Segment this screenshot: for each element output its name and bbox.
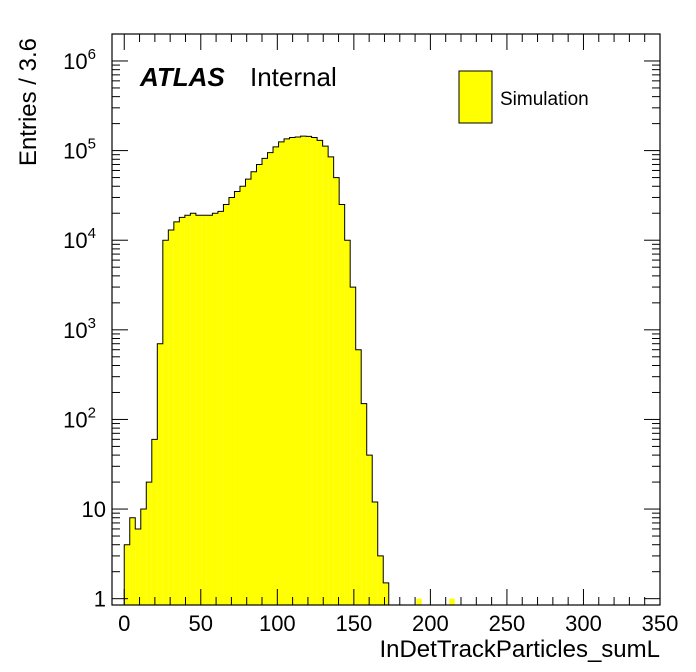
y-tick-label: 106 bbox=[63, 46, 96, 74]
histogram-bin bbox=[333, 177, 340, 606]
histogram-bin bbox=[262, 158, 268, 605]
histogram-bin bbox=[361, 403, 367, 605]
histogram-bin bbox=[383, 582, 389, 605]
x-tick-label: 100 bbox=[259, 611, 296, 636]
histogram-bin bbox=[140, 509, 147, 605]
histogram-bin bbox=[146, 482, 152, 605]
histogram-bin bbox=[267, 152, 274, 605]
histogram-bin bbox=[201, 215, 207, 605]
histogram-bin bbox=[184, 215, 191, 605]
histogram-bin bbox=[179, 217, 185, 606]
histogram-bin bbox=[239, 186, 246, 605]
histogram-bin bbox=[135, 528, 141, 605]
histogram-bin bbox=[206, 215, 213, 605]
histogram-bin bbox=[273, 146, 279, 606]
tick-labels: 0 50 100 150 200 250 300 350 1 10 102 103 104 105 106 bbox=[63, 46, 678, 636]
x-tick-label: 350 bbox=[642, 611, 679, 636]
histogram-bin bbox=[306, 136, 312, 605]
histogram-bin bbox=[157, 343, 163, 605]
histogram-bin bbox=[344, 240, 351, 605]
histogram-bin bbox=[317, 140, 323, 606]
histogram-bin bbox=[328, 156, 334, 605]
histogram-bin bbox=[223, 204, 229, 605]
histogram-bin bbox=[190, 213, 196, 605]
histogram-bin bbox=[355, 349, 362, 605]
x-tick-label: 0 bbox=[118, 611, 130, 636]
histogram-bin bbox=[129, 517, 136, 605]
y-tick-label: 1 bbox=[94, 587, 106, 612]
histogram-bin bbox=[151, 439, 158, 605]
histogram-bin bbox=[173, 221, 180, 606]
histogram-bin bbox=[217, 211, 224, 606]
y-tick-label: 10 bbox=[82, 497, 106, 522]
histogram-bin bbox=[416, 598, 422, 605]
legend: Simulation bbox=[458, 70, 589, 124]
histogram-bin bbox=[256, 164, 263, 605]
histogram-bin bbox=[168, 229, 174, 605]
histogram-bin bbox=[377, 555, 384, 605]
histogram-bin bbox=[372, 501, 378, 605]
y-axis-title: Entries / 3.6 bbox=[15, 38, 42, 166]
histogram-bin bbox=[339, 204, 345, 605]
histogram-bin bbox=[228, 197, 235, 605]
histogram-bin bbox=[234, 191, 240, 605]
histogram-bin bbox=[162, 240, 169, 605]
histogram-bin bbox=[245, 179, 251, 605]
legend-entry: Simulation bbox=[500, 89, 589, 110]
histogram-bin bbox=[284, 138, 290, 605]
histogram-bin bbox=[350, 287, 356, 605]
histogram-bin bbox=[124, 544, 130, 605]
x-tick-label: 200 bbox=[412, 611, 449, 636]
histogram-bin bbox=[295, 136, 301, 606]
y-tick-label: 105 bbox=[63, 136, 96, 164]
y-tick-label: 103 bbox=[63, 315, 96, 343]
atlas-label: ATLAS bbox=[139, 62, 225, 92]
histogram-bin bbox=[195, 215, 202, 605]
x-tick-label: 50 bbox=[189, 611, 213, 636]
x-axis-title: InDetTrackParticles_sumL bbox=[379, 636, 660, 663]
status-label: Internal bbox=[250, 62, 337, 92]
histogram-bin bbox=[250, 171, 257, 605]
histogram-bin bbox=[278, 141, 285, 605]
histogram-bin bbox=[289, 137, 296, 606]
y-tick-label: 104 bbox=[63, 225, 96, 253]
x-tick-label: 250 bbox=[489, 611, 526, 636]
histogram-outline bbox=[123, 135, 390, 605]
histogram-bin bbox=[449, 598, 455, 605]
histogram-bin bbox=[311, 137, 318, 606]
x-tick-label: 150 bbox=[335, 611, 372, 636]
axis-ticks bbox=[112, 33, 661, 605]
histogram-bins bbox=[123, 135, 455, 606]
histogram-bin bbox=[300, 136, 307, 605]
plot-frame bbox=[111, 33, 661, 606]
legend-swatch bbox=[458, 70, 493, 124]
histogram-bin bbox=[322, 146, 329, 605]
x-tick-label: 300 bbox=[565, 611, 602, 636]
y-tick-label: 102 bbox=[63, 404, 96, 432]
histogram-bin bbox=[212, 213, 218, 605]
histogram-bin bbox=[366, 455, 373, 605]
